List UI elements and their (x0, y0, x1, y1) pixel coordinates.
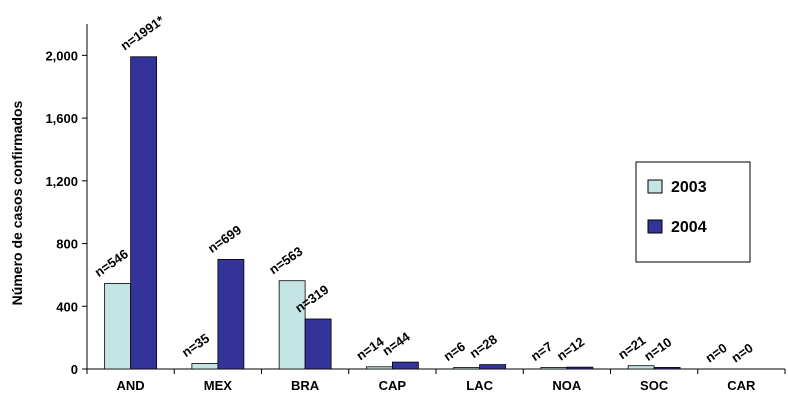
x-tick-label: MEX (204, 378, 233, 393)
y-axis-title: Número de casos confirmados (9, 100, 25, 305)
data-label: n=546 (92, 246, 131, 280)
legend-label-2004: 2004 (671, 219, 707, 236)
x-tick-label: SOC (640, 378, 669, 393)
y-tick-label: 1,600 (45, 111, 78, 126)
bar-2004-and (130, 56, 158, 370)
data-label: n=12 (554, 334, 587, 363)
legend-box (635, 161, 751, 263)
bar-2004-mex (217, 258, 245, 370)
y-tick-label: 2,000 (45, 48, 78, 63)
bar-2004-bra (304, 318, 332, 370)
x-tick-label: AND (117, 378, 145, 393)
data-label: n=28 (467, 332, 500, 361)
y-tick-label: 1,200 (45, 174, 78, 189)
bar-2003-noa (540, 367, 568, 370)
legend-swatch-2004 (647, 219, 663, 234)
data-label: n=35 (179, 330, 212, 359)
legend-label-2003: 2003 (671, 179, 707, 196)
data-label: n=21 (615, 333, 648, 362)
legend: 2003 2004 (635, 161, 751, 263)
bar-2004-lac (479, 364, 507, 370)
x-tick-label: CAP (379, 378, 407, 393)
y-tick-label: 400 (56, 299, 78, 314)
x-tick-label: LAC (466, 378, 493, 393)
data-label: n=0 (728, 340, 755, 365)
bar-2003-and (104, 282, 132, 370)
bar-2003-soc (627, 365, 655, 370)
y-tick-label: 800 (56, 237, 78, 252)
bar-2003-mex (191, 363, 219, 370)
bar-2004-soc (653, 367, 681, 370)
data-label: n=7 (528, 339, 555, 364)
data-label: n=1991* (118, 12, 168, 53)
legend-swatch-2003 (647, 179, 663, 194)
bar-2003-lac (453, 367, 481, 370)
x-tick-label: NOA (552, 378, 582, 393)
data-label: n=699 (205, 222, 244, 256)
data-label: n=44 (379, 329, 413, 359)
bars (104, 56, 681, 370)
data-label: n=563 (266, 244, 305, 278)
x-tick-label: CAR (727, 378, 756, 393)
bar-2004-cap (391, 361, 419, 370)
x-tick-label: BRA (291, 378, 320, 393)
data-label: n=10 (641, 334, 674, 363)
bar-2004-noa (566, 366, 594, 370)
bar-2003-cap (365, 366, 393, 370)
bar-2003-bra (278, 280, 306, 370)
y-tick-label: 0 (71, 362, 78, 377)
data-label: n=6 (441, 339, 468, 364)
data-label: n=0 (702, 340, 729, 365)
axes: 0 400 800 1,200 1,600 2,000 AND MEX BRA CAP LAC NOA… (45, 24, 786, 393)
